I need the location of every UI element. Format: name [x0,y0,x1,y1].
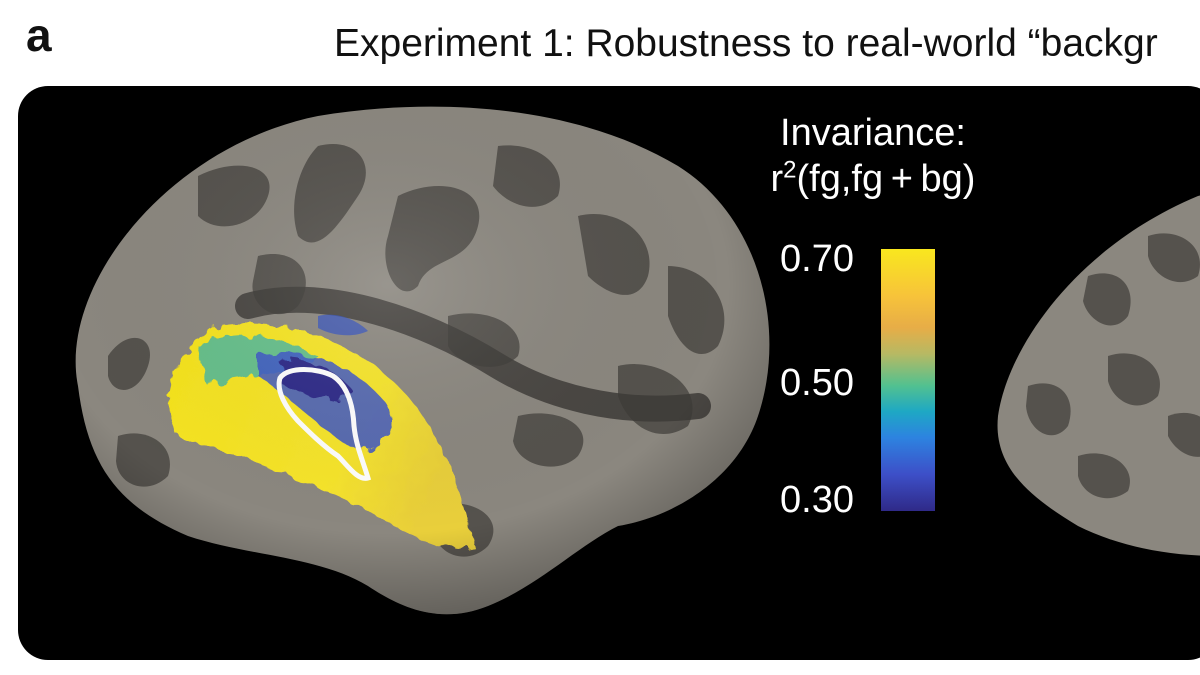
colorbar-title-line2: r2(fg,fg + bg) [756,156,990,202]
colorbar-min-label: 0.30 [780,479,854,521]
colorbar-mid-label: 0.50 [780,362,854,404]
panel-letter: a [26,9,52,61]
right-hemisphere [997,195,1200,556]
colorbar-max-label: 0.70 [780,238,854,280]
colorbar-title-expression: (fg,fg + bg) [796,158,976,200]
left-hemisphere [75,106,770,615]
colorbar-title-line1: Invariance: [780,112,966,154]
colorbar [881,249,935,511]
colorbar-title-r: r [770,158,784,200]
colorbar-title-superscript: 2 [783,156,797,184]
figure-title: Experiment 1: Robustness to real-world “… [334,22,1158,65]
brain-figure-panel: Invariance: r2(fg,fg + bg) 0.70 0.50 0.3… [18,86,1200,660]
brain-illustration [75,106,1200,615]
colorbar-title: Invariance: r2(fg,fg + bg) [756,110,990,202]
